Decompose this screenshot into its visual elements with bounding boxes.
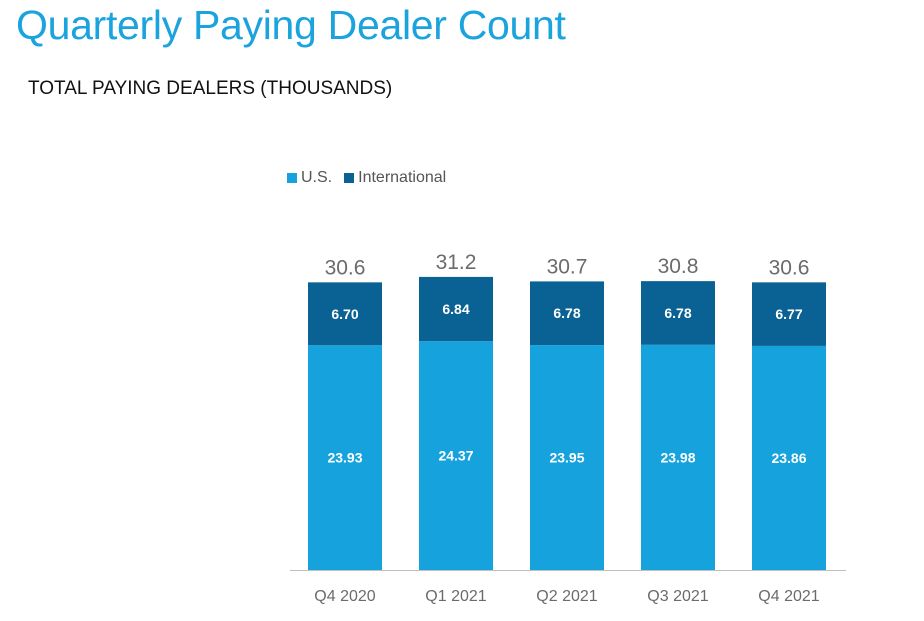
bar-us bbox=[530, 345, 604, 570]
x-tick-label: Q1 2021 bbox=[425, 588, 486, 605]
chart-legend: U.S. International bbox=[287, 169, 458, 187]
data-label-us: 23.98 bbox=[660, 449, 695, 465]
bar-us bbox=[419, 341, 493, 570]
total-label: 30.7 bbox=[547, 255, 588, 278]
legend-item-international: International bbox=[344, 169, 446, 187]
bar-international bbox=[752, 282, 826, 346]
data-label-us: 23.95 bbox=[549, 450, 584, 466]
legend-swatch-international bbox=[344, 173, 355, 183]
bar-us bbox=[641, 344, 715, 570]
data-label-us: 23.86 bbox=[771, 450, 806, 466]
data-label-us: 23.93 bbox=[327, 450, 362, 466]
bar-international bbox=[308, 282, 382, 346]
data-label-international: 6.78 bbox=[553, 305, 580, 321]
total-label: 30.6 bbox=[769, 256, 810, 279]
page-title: Quarterly Paying Dealer Count bbox=[16, 2, 566, 48]
total-label: 31.2 bbox=[436, 251, 477, 274]
chart-subtitle: TOTAL PAYING DEALERS (THOUSANDS) bbox=[28, 78, 393, 99]
data-label-international: 6.84 bbox=[442, 301, 469, 317]
total-label: 30.8 bbox=[658, 255, 699, 278]
legend-label-us: U.S. bbox=[301, 169, 333, 186]
legend-label-international: International bbox=[358, 169, 447, 186]
data-label-international: 6.77 bbox=[775, 306, 802, 322]
x-tick-label: Q2 2021 bbox=[536, 588, 597, 605]
x-tick-label: Q3 2021 bbox=[647, 588, 708, 605]
bar-international bbox=[419, 276, 493, 342]
x-tick-label: Q4 2020 bbox=[314, 588, 375, 605]
bar-international bbox=[641, 281, 715, 345]
bar-us bbox=[752, 345, 826, 570]
bar-international bbox=[530, 281, 604, 346]
total-label: 30.6 bbox=[325, 256, 366, 279]
x-tick-label: Q4 2021 bbox=[758, 588, 819, 605]
bar-us bbox=[308, 345, 382, 570]
legend-swatch-us bbox=[287, 173, 297, 183]
data-label-international: 6.70 bbox=[331, 306, 358, 322]
legend-item-us: U.S. bbox=[287, 169, 332, 187]
data-label-us: 24.37 bbox=[438, 448, 473, 464]
data-label-international: 6.78 bbox=[664, 305, 691, 321]
